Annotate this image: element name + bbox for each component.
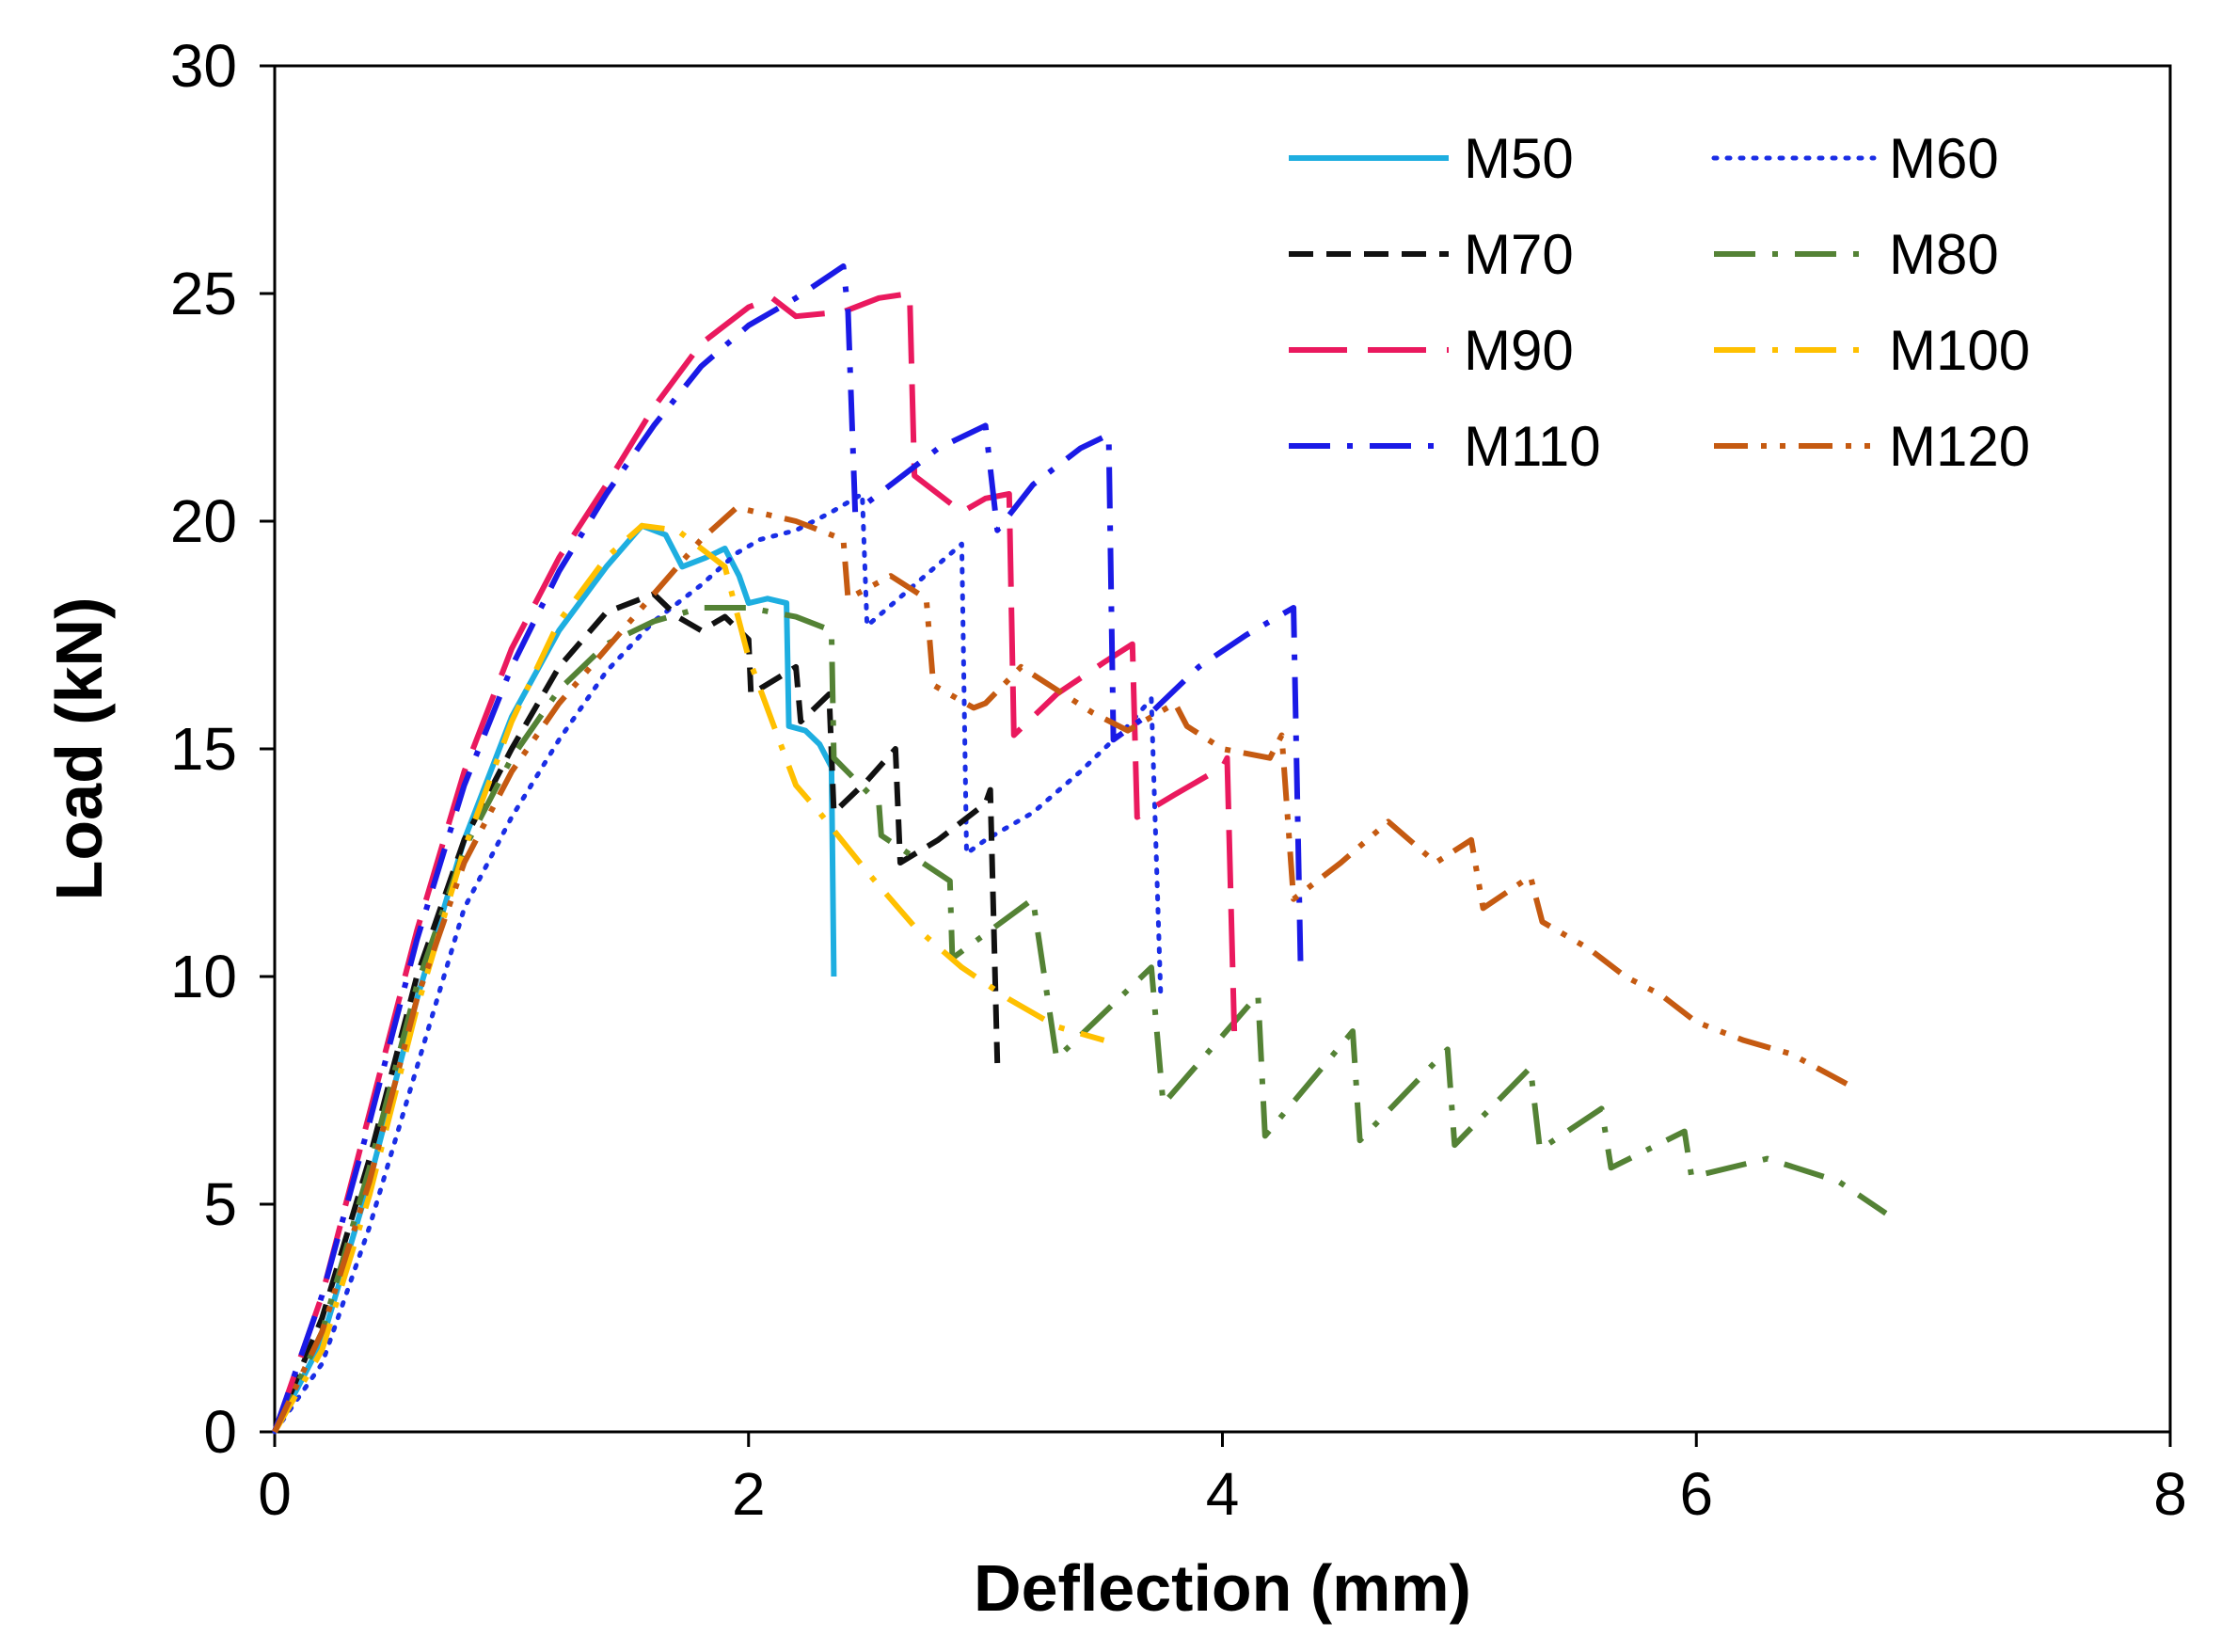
x-tick-label: 6 [1679,1460,1713,1528]
legend-item-m70: M70 [1289,223,1574,286]
y-tick-label: 0 [203,1398,237,1466]
legend-item-m60: M60 [1711,127,1999,190]
series-line-m80 [272,605,1888,1434]
legend-item-m100: M100 [1714,319,2030,382]
legend-label: M80 [1889,223,1999,286]
series-line-m90 [272,291,1238,1433]
series-line-m110 [272,263,1304,1433]
y-tick-label: 20 [170,487,237,555]
legend-label: M110 [1464,415,1601,478]
x-tick-label: 8 [2153,1460,2187,1528]
legend-label: M120 [1889,415,2030,478]
legend-item-m90: M90 [1289,319,1574,382]
plot-area-border [273,64,2172,1434]
legend-label: M100 [1889,319,2030,382]
series-line-m120 [272,504,1852,1434]
legend-item-m50: M50 [1289,127,1574,190]
x-tick-label: 2 [732,1460,766,1528]
series-line-m100 [272,522,1105,1434]
y-axis-title: Load (kN) [42,597,116,901]
y-tick-label: 15 [170,715,237,783]
legend-label: M50 [1464,127,1574,190]
x-axis-title: Deflection (mm) [974,1551,1471,1625]
legend-item-m120: M120 [1714,415,2030,478]
legend-item-m80: M80 [1714,223,1999,286]
legend-label: M60 [1889,127,1999,190]
series-line-m50 [272,522,837,1434]
x-tick-label: 4 [1206,1460,1240,1528]
y-tick-label: 30 [170,32,237,100]
legend-item-m110: M110 [1289,415,1601,478]
y-tick-label: 25 [170,260,237,327]
y-tick-label: 10 [170,943,237,1010]
legend-label: M90 [1464,319,1574,382]
series-line-m70 [272,591,1001,1434]
legend-label: M70 [1464,223,1574,286]
y-tick-label: 5 [203,1170,237,1238]
x-tick-label: 0 [258,1460,292,1528]
